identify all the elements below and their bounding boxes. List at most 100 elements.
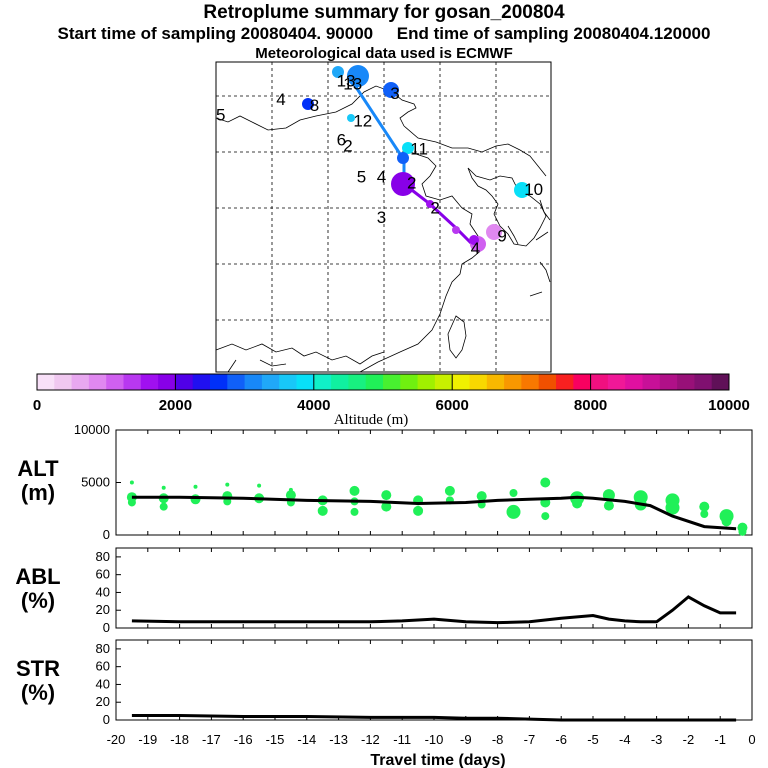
y-tick-label: 80: [96, 641, 110, 656]
x-axis-label: Travel time (days): [370, 752, 505, 768]
altitude-dot: [476, 491, 487, 502]
altitude-dot: [127, 498, 136, 507]
plume-dot: [332, 66, 344, 78]
panel-ylabel: ABL: [15, 564, 60, 589]
colorbar-cell: [71, 374, 90, 390]
map-label: 2: [407, 174, 416, 193]
altitude-dot: [190, 494, 201, 505]
plume-dot: [426, 200, 434, 208]
end-time-label: End time of sampling 20080404.120000: [396, 24, 711, 43]
colorbar-cell: [313, 374, 332, 390]
x-tick-label: -6: [555, 732, 567, 747]
altitude-dot: [738, 527, 747, 536]
plume-dot: [452, 226, 460, 234]
altitude-dot: [572, 498, 583, 509]
map-label: 5: [216, 106, 225, 125]
panel-ylabel-unit: (m): [21, 480, 55, 505]
colorbar-cell: [192, 374, 211, 390]
colorbar-cell: [573, 374, 592, 390]
plume-dot: [486, 224, 502, 240]
panel-ylabel-unit: (%): [21, 680, 55, 705]
x-tick-label: -15: [266, 732, 285, 747]
colorbar-cell: [365, 374, 384, 390]
plume-dot: [402, 142, 414, 154]
y-tick-label: 0: [103, 712, 110, 727]
altitude-dot: [129, 480, 134, 485]
colorbar-cell: [521, 374, 540, 390]
colorbar-cell: [556, 374, 574, 390]
chart-title: Retroplume summary for gosan_200804: [203, 2, 565, 23]
met-data-label: Meteorological data used is ECMWF: [255, 45, 513, 62]
colorbar-cell: [452, 374, 470, 390]
altitude-dot: [381, 490, 392, 501]
chart-subtitle-times: Start time of sampling 20080404. 90000 E…: [0, 24, 768, 44]
x-tick-label: -11: [393, 732, 411, 747]
plume-dot: [391, 172, 415, 196]
map-coastlines: [215, 85, 551, 373]
colorbar-cell: [607, 374, 626, 390]
altitude-dot: [225, 482, 230, 487]
colorbar-cell: [590, 374, 609, 390]
trajectory: [302, 65, 530, 252]
colorbar-cell: [625, 374, 643, 390]
altitude-dot: [257, 483, 262, 488]
map-label: 5: [357, 168, 366, 187]
x-tick-label: -12: [361, 732, 380, 747]
altitude-dot: [159, 502, 168, 511]
colorbar-tick-label: 8000: [574, 397, 607, 414]
panel-abl: 80 60 40 20 0 ABL(%): [15, 547, 753, 635]
colorbar-tick-label: 2000: [159, 397, 192, 414]
plume-dot: [383, 82, 399, 98]
colorbar-cell: [123, 374, 142, 390]
colorbar-cell: [331, 374, 349, 390]
colorbar-cell: [504, 374, 522, 390]
map-label: 11: [410, 140, 428, 159]
y-tick-label: 20: [96, 694, 110, 709]
y-tick-label: 80: [96, 549, 110, 564]
x-tick-label: -1: [714, 732, 726, 747]
map-label: 2: [430, 199, 439, 218]
x-tick-label: -9: [460, 732, 472, 747]
map-label: 13: [343, 75, 362, 94]
panel-frame: [115, 547, 753, 629]
x-tick-label: -20: [107, 732, 126, 747]
colorbar-label: Altitude (m): [334, 412, 409, 428]
map-label: 9: [497, 226, 506, 245]
altitude-dot: [540, 477, 551, 488]
time-series-panels: 1000050000ALT(m)806040200ABL(%)806040200…: [15, 422, 755, 747]
altitude-dot: [288, 487, 293, 492]
map-label: 3: [390, 84, 399, 103]
x-tick-label: -16: [234, 732, 253, 747]
colorbar-cell: [106, 374, 124, 390]
panel-ylabel: ALT: [17, 456, 59, 481]
x-tick-label: -7: [524, 732, 536, 747]
colorbar-cell: [400, 374, 419, 390]
x-tick-label: -17: [202, 732, 221, 747]
colorbar-cell: [677, 374, 695, 390]
colorbar-tick-label: 4000: [297, 397, 330, 414]
colorbar-tick-label: 0: [33, 397, 41, 414]
colorbar-cell: [261, 374, 280, 390]
colorbar-cell: [175, 374, 194, 390]
colorbar-cell: [296, 374, 315, 390]
panel-alt: 10000 5000 0 ALT(m): [17, 422, 753, 542]
colorbar-cell: [210, 374, 228, 390]
altitude-dot: [285, 490, 296, 501]
map-label: 2: [343, 137, 352, 156]
colorbar-cell: [694, 374, 713, 390]
map-grid: [216, 62, 551, 372]
map-label: 3: [377, 208, 386, 227]
panel-ylabel-unit: (%): [21, 588, 55, 613]
colorbar-cell: [486, 374, 505, 390]
map-label: 4: [471, 239, 480, 258]
colorbar-cell: [158, 374, 176, 390]
colorbar-cell: [659, 374, 678, 390]
map-label: 4: [377, 168, 386, 187]
altitude-dot: [317, 505, 328, 516]
colorbar-cell: [140, 374, 159, 390]
y-tick-label: 60: [96, 567, 110, 582]
colorbar-tick-label: 6000: [436, 397, 469, 414]
x-tick-label: -13: [329, 732, 348, 747]
